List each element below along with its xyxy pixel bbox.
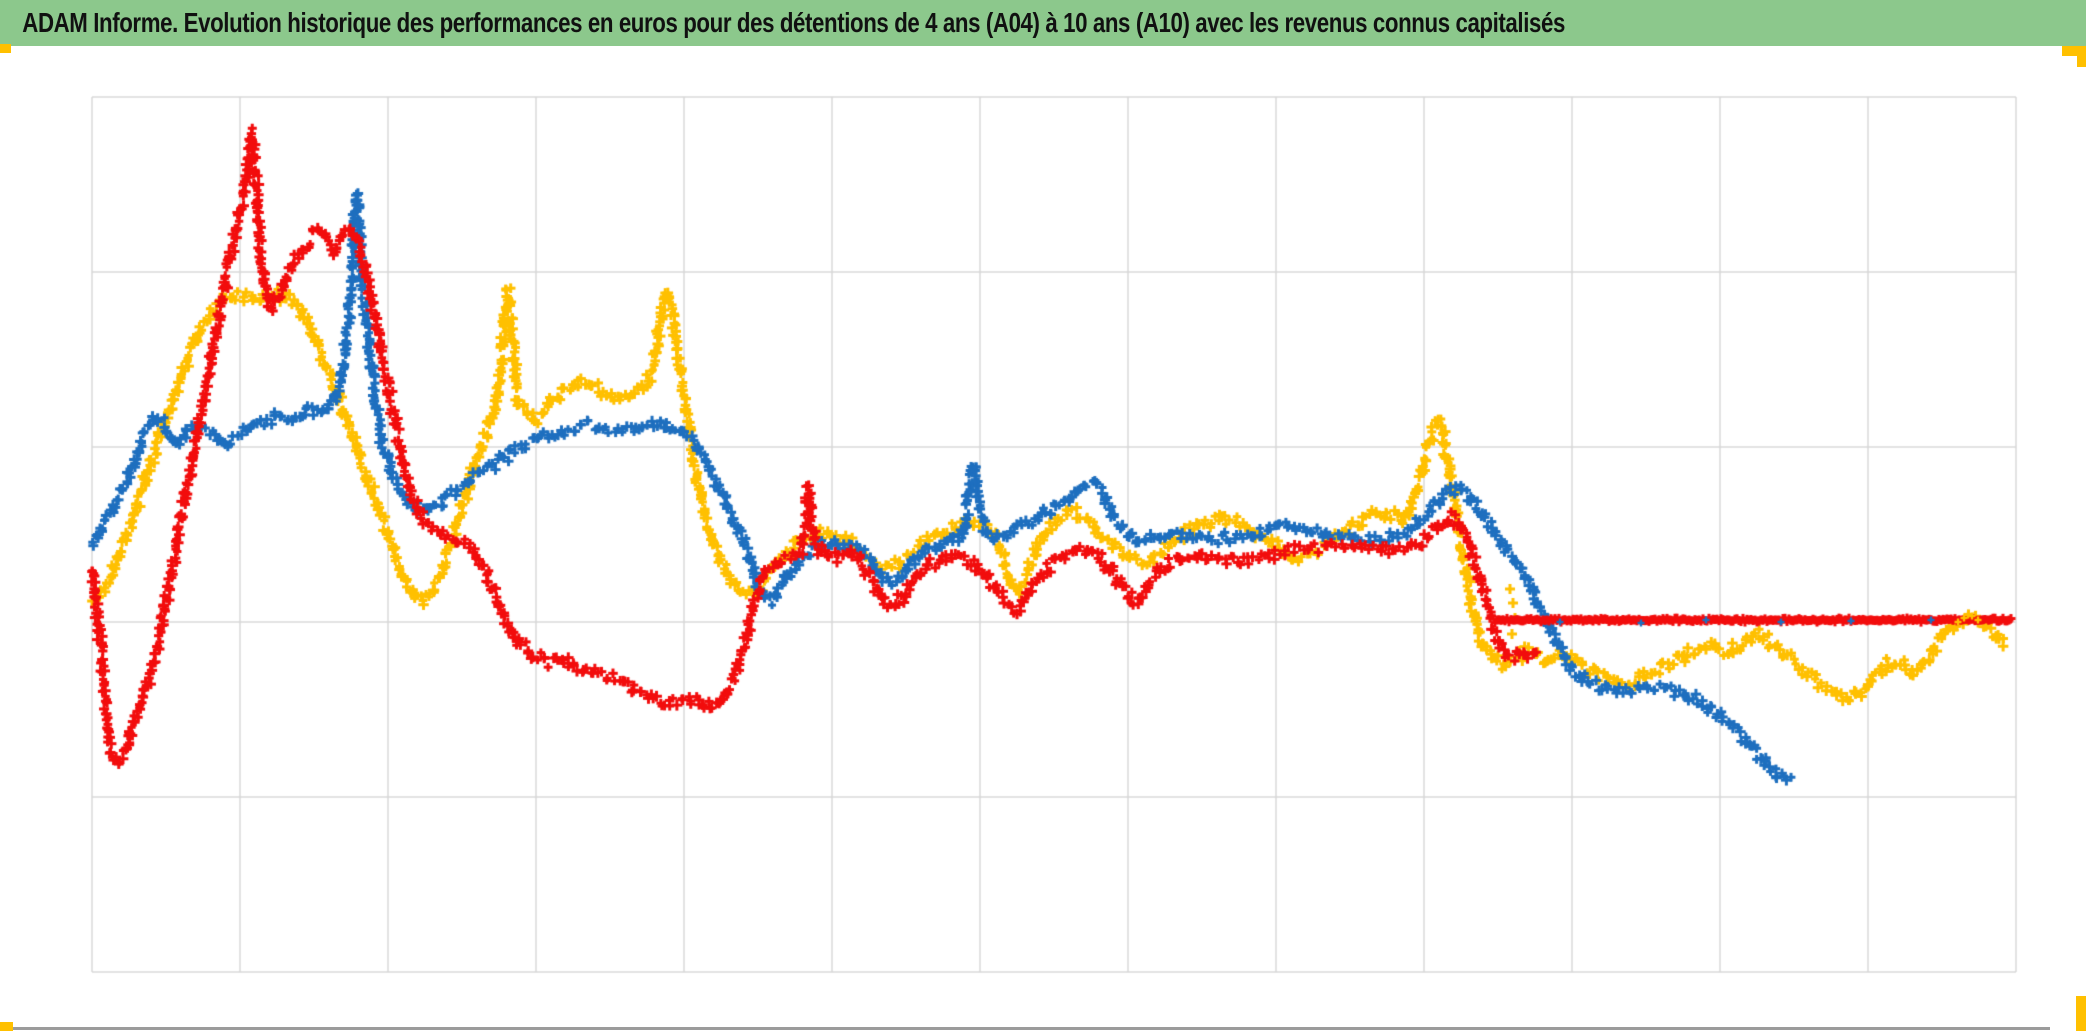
selection-corner-top-left xyxy=(0,44,11,53)
selection-corner-top-right-horizontal xyxy=(2062,46,2086,56)
selection-corner-bottom-left xyxy=(0,1022,13,1031)
chart-title-bar: ADAM Informe. Evolution historique des p… xyxy=(0,0,2086,46)
sheet-bottom-border xyxy=(13,1027,2050,1030)
chart-title: ADAM Informe. Evolution historique des p… xyxy=(22,7,1565,38)
selection-corner-top-right-vertical xyxy=(2077,46,2086,67)
selection-corner-bottom-right xyxy=(2076,996,2086,1031)
